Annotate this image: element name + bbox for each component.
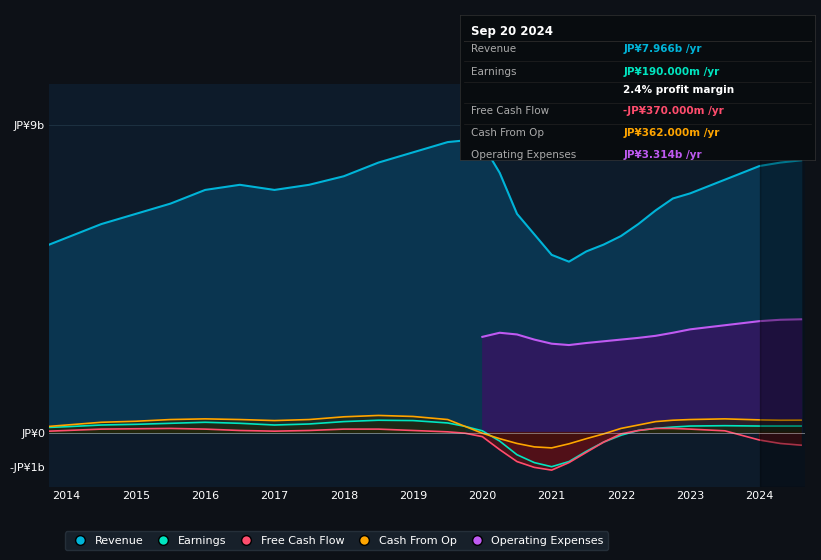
Bar	[759, 84, 808, 487]
Text: Earnings: Earnings	[470, 67, 516, 77]
Text: Operating Expenses: Operating Expenses	[470, 150, 576, 160]
Text: JP¥7.966b /yr: JP¥7.966b /yr	[623, 44, 702, 54]
Text: JP¥3.314b /yr: JP¥3.314b /yr	[623, 150, 702, 160]
Text: Sep 20 2024: Sep 20 2024	[470, 25, 553, 38]
Text: Cash From Op: Cash From Op	[470, 128, 544, 138]
Text: JP¥362.000m /yr: JP¥362.000m /yr	[623, 128, 720, 138]
Text: Free Cash Flow: Free Cash Flow	[470, 106, 548, 116]
Text: JP¥190.000m /yr: JP¥190.000m /yr	[623, 67, 719, 77]
Text: Revenue: Revenue	[470, 44, 516, 54]
Legend: Revenue, Earnings, Free Cash Flow, Cash From Op, Operating Expenses: Revenue, Earnings, Free Cash Flow, Cash …	[65, 531, 608, 550]
Text: 2.4% profit margin: 2.4% profit margin	[623, 85, 735, 95]
Text: -JP¥370.000m /yr: -JP¥370.000m /yr	[623, 106, 724, 116]
